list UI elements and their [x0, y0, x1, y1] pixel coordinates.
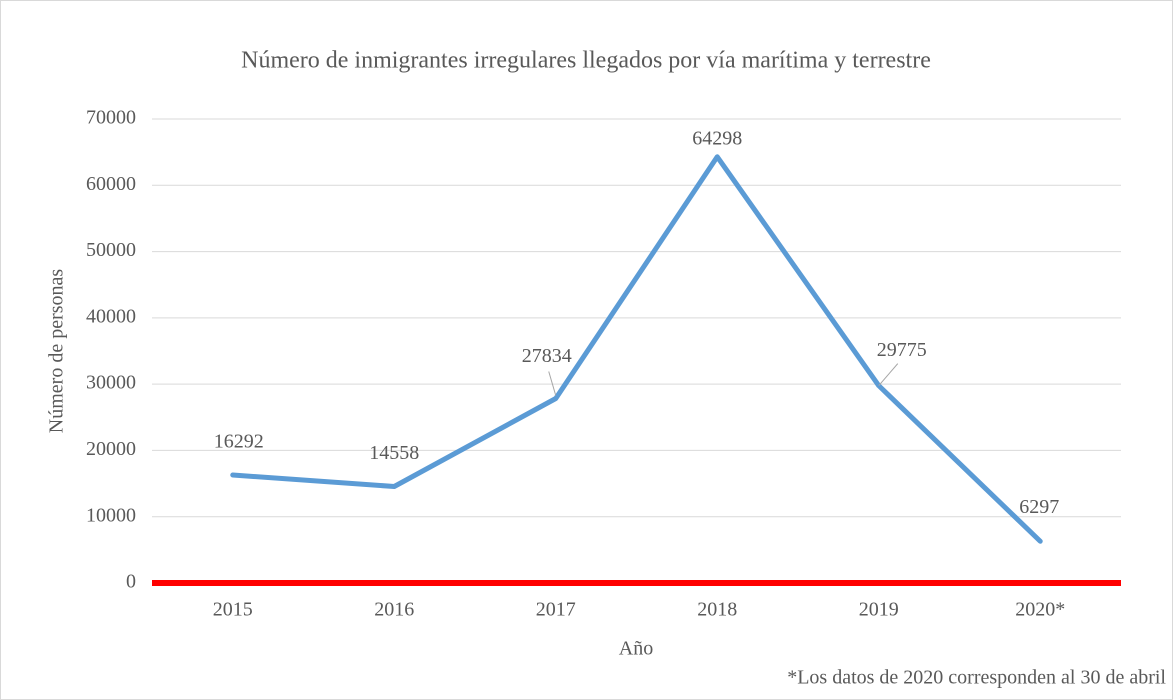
x-axis-label: Año — [619, 638, 653, 660]
x-tick-label: 2020* — [1015, 599, 1065, 621]
chart-title: Número de inmigrantes irregulares llegad… — [241, 48, 931, 74]
x-tick-label: 2015 — [213, 599, 253, 621]
data-label: 27834 — [522, 345, 572, 367]
data-label: 14558 — [369, 442, 419, 464]
x-tick-label: 2019 — [859, 599, 899, 621]
leader-line — [548, 371, 557, 396]
y-tick-label: 70000 — [86, 107, 136, 129]
x-tick-label: 2018 — [697, 599, 737, 621]
x-tick-label: 2016 — [374, 599, 414, 621]
y-tick-label: 30000 — [86, 372, 136, 394]
data-label: 6297 — [1019, 496, 1059, 518]
y-axis-label: Número de personas — [46, 269, 68, 434]
y-tick-label: 50000 — [86, 239, 136, 261]
data-line — [230, 154, 1043, 544]
y-tick-label: 20000 — [86, 438, 136, 460]
y-tick-label: 10000 — [86, 504, 136, 526]
data-label: 64298 — [692, 127, 742, 149]
y-tick-label: 0 — [126, 571, 136, 593]
leader-line — [878, 363, 899, 386]
data-label: 16292 — [214, 431, 264, 453]
y-tick-label: 60000 — [86, 173, 136, 195]
data-label: 29775 — [877, 339, 927, 361]
x-tick-label: 2017 — [536, 599, 576, 621]
footnote: *Los datos de 2020 corresponden al 30 de… — [787, 667, 1166, 689]
y-tick-label: 40000 — [86, 305, 136, 327]
